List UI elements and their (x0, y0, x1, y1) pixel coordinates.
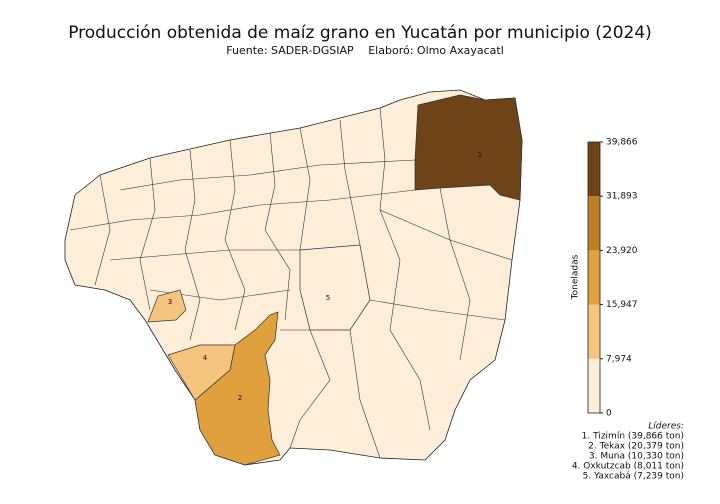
colorbar-segment (588, 196, 600, 251)
municipality-label: 4 (203, 354, 208, 362)
leader-item: 2. Tekax (20,379 ton) (588, 442, 684, 452)
colorbar-tick-label: 39,866 (606, 138, 638, 148)
colorbar-label: Toneladas (571, 254, 581, 300)
leader-item: 3. Muna (10,330 ton) (589, 452, 684, 462)
colorbar: Toneladas 0 7,974 15,947 23,920 31,893 39,866 (571, 138, 638, 419)
municipality (167, 344, 236, 401)
municipality (414, 94, 523, 201)
colorbar-frame (587, 141, 601, 414)
municipality (194, 311, 281, 466)
state-map: 1 2 3 4 5 (64, 89, 523, 466)
leaders-title: Líderes: (648, 422, 684, 432)
colorbar-segment (588, 358, 600, 413)
highlighted-municipalities: 1 2 3 4 5 (147, 94, 523, 466)
leader-item: 5. Yaxcabá (7,239 ton) (583, 472, 684, 482)
municipal-borders (69, 107, 513, 459)
municipality-label: 3 (168, 298, 172, 306)
colorbar-tick-label: 15,947 (606, 300, 638, 310)
colorbar-tick-label: 23,920 (606, 246, 638, 256)
colorbar-tick-label: 31,893 (606, 192, 638, 202)
leader-item: 4. Oxkutzcab (8,011 ton) (572, 462, 684, 472)
title: Producción obtenida de maíz grano en Yuc… (68, 23, 652, 43)
municipality-label: 2 (238, 394, 242, 402)
author: Elaboró: Olmo Axayacatl (368, 44, 504, 57)
municipality-label: 5 (326, 294, 330, 302)
colorbar-tick-label: 7,974 (606, 354, 632, 364)
colorbar-tick-label: 0 (606, 409, 612, 419)
leaders-list: Líderes: 1. Tizimín (39,866 ton) 2. Teka… (572, 422, 684, 482)
municipality (299, 244, 371, 331)
colorbar-segment (588, 304, 600, 359)
municipality-label: 1 (478, 151, 482, 159)
source: Fuente: SADER-DGSIAP (226, 44, 354, 57)
leader-item: 1. Tizimín (39,866 ton) (582, 432, 684, 442)
colorbar-segment (588, 142, 600, 197)
municipality (147, 289, 187, 323)
colorbar-segment (588, 250, 600, 305)
